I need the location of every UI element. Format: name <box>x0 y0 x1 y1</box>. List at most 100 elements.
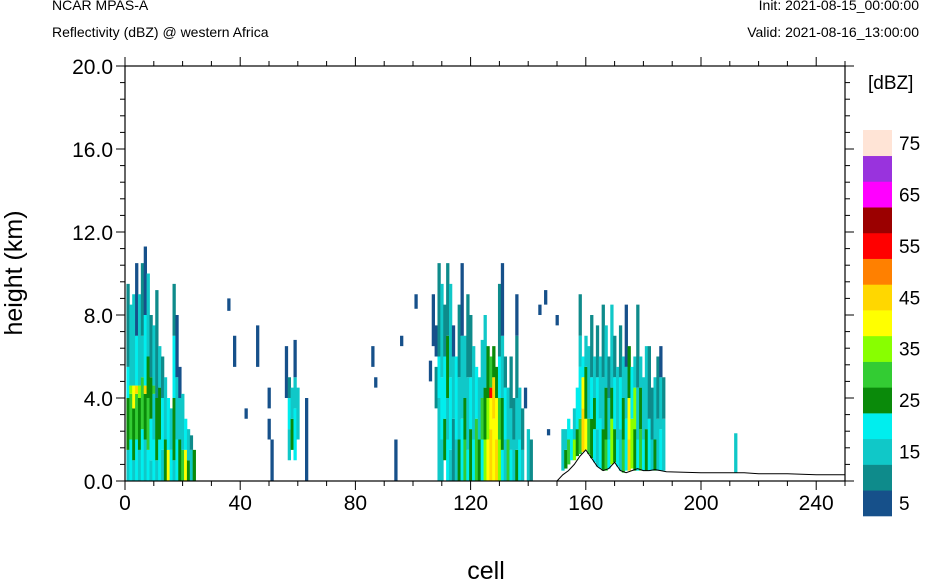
reflectivity-cell <box>624 366 628 419</box>
y-tick-label: 0.0 <box>84 471 113 494</box>
y-axis-title: height (km) <box>0 210 28 335</box>
reflectivity-cell <box>449 449 453 482</box>
colorbar-swatch <box>863 361 892 388</box>
reflectivity-cell <box>512 439 516 481</box>
reflectivity-cell <box>166 449 171 482</box>
reflectivity-cell <box>152 393 156 440</box>
reflectivity-cell <box>587 346 591 419</box>
reflectivity-cell <box>480 439 484 481</box>
reflectivity-cell <box>394 439 398 481</box>
reflectivity-cell <box>267 418 271 440</box>
reflectivity-cell <box>256 325 260 367</box>
reflectivity-cell <box>647 418 651 471</box>
colorbar-label: 15 <box>899 443 920 464</box>
reflectivity-cell <box>509 449 513 482</box>
reflectivity-cell <box>140 335 145 378</box>
reflectivity-cell <box>621 356 626 398</box>
reflectivity-cell <box>529 439 533 481</box>
reflectivity-cell <box>155 460 159 481</box>
colorbar-swatch <box>863 232 892 259</box>
reflectivity-cell <box>192 449 196 482</box>
reflectivity-cell <box>492 418 496 481</box>
reflectivity-cell <box>146 398 150 450</box>
reflectivity-cell <box>460 263 464 336</box>
reflectivity-cell <box>244 408 248 419</box>
reflectivity-cell <box>624 418 628 471</box>
reflectivity-cell <box>132 408 136 461</box>
reflectivity-cell <box>172 460 176 481</box>
colorbar-label: 65 <box>899 185 920 206</box>
reflectivity-cell <box>526 429 531 482</box>
reflectivity-cell <box>175 439 179 481</box>
reflectivity-cell <box>446 335 450 398</box>
reflectivity-cell <box>500 398 505 450</box>
y-tick-label: 16.0 <box>72 139 113 162</box>
reflectivity-cell <box>466 449 470 482</box>
y-tick-label: 12.0 <box>72 222 113 245</box>
reflectivity-cell <box>284 346 289 399</box>
reflectivity-cell <box>636 439 640 471</box>
x-tick-label: 40 <box>229 492 252 515</box>
reflectivity-cell <box>486 398 490 440</box>
reflectivity-cell <box>474 366 479 419</box>
terrain-line <box>125 449 845 482</box>
reflectivity-cell <box>590 418 594 459</box>
reflectivity-cell <box>489 356 493 388</box>
reflectivity-cell <box>287 398 291 430</box>
reflectivity-cell <box>610 304 614 388</box>
reflectivity-cell <box>650 439 654 471</box>
colorbar-label: 5 <box>899 494 910 515</box>
reflectivity-cell <box>483 315 487 388</box>
reflectivity-cell <box>662 377 666 419</box>
reflectivity-cell <box>233 335 237 367</box>
colorbar-label: 35 <box>899 340 920 361</box>
reflectivity-cell <box>538 304 542 316</box>
x-tick-label: 240 <box>799 492 834 515</box>
reflectivity-cell <box>137 294 142 386</box>
reflectivity-cell <box>639 429 643 471</box>
reflectivity-cell <box>503 387 507 440</box>
reflectivity-cell <box>555 315 559 326</box>
reflectivity-cell <box>172 283 176 336</box>
reflectivity-cell <box>523 387 528 409</box>
init-time: Init: 2021-08-15_00:00:00 <box>758 0 919 13</box>
reflectivity-cell <box>633 387 637 430</box>
reflectivity-cell <box>564 429 568 450</box>
colorbar-swatch <box>863 310 892 337</box>
reflectivity-cell <box>175 315 179 378</box>
x-tick-label: 120 <box>453 492 488 515</box>
reflectivity-cell <box>627 346 631 399</box>
axis-ticks: 0 40 80 120 160 200 240 0.0 4.0 8.0 12.0 16.0 20.0 <box>72 56 854 515</box>
reflectivity-cell <box>630 418 634 469</box>
reflectivity-cell <box>503 439 507 481</box>
reflectivity-cell <box>497 356 502 398</box>
field-label: Reflectivity (dBZ) @ western Africa <box>52 24 269 40</box>
colorbar-swatch <box>863 181 892 208</box>
reflectivity-cell <box>489 387 493 399</box>
reflectivity-cell <box>492 346 496 378</box>
reflectivity-cell <box>618 325 623 378</box>
reflectivity-cell <box>140 429 145 482</box>
reflectivity-cell <box>437 263 441 357</box>
reflectivity-cell <box>129 304 133 386</box>
reflectivity-cell <box>446 439 450 481</box>
reflectivity-cell <box>155 398 159 461</box>
reflectivity-cell <box>544 290 548 305</box>
reflectivity-cell <box>152 385 156 394</box>
reflectivity-cell <box>146 449 150 482</box>
reflectivity-cell <box>604 387 608 440</box>
reflectivity-cell <box>431 294 435 347</box>
reflectivity-cell <box>466 377 470 450</box>
reflectivity-cell <box>518 439 522 481</box>
reflectivity-cell <box>140 263 145 336</box>
reflectivity-cell <box>578 335 582 367</box>
reflectivity-cell <box>457 439 461 481</box>
reflectivity-cell <box>189 435 194 450</box>
reflectivity-cell <box>158 346 162 388</box>
reflectivity-cell <box>137 385 142 398</box>
reflectivity-cell <box>460 335 464 419</box>
reflectivity-cell <box>184 418 188 450</box>
reflectivity-cell <box>189 449 194 482</box>
reflectivity-cell <box>270 439 274 481</box>
reflectivity-cell <box>457 304 461 378</box>
